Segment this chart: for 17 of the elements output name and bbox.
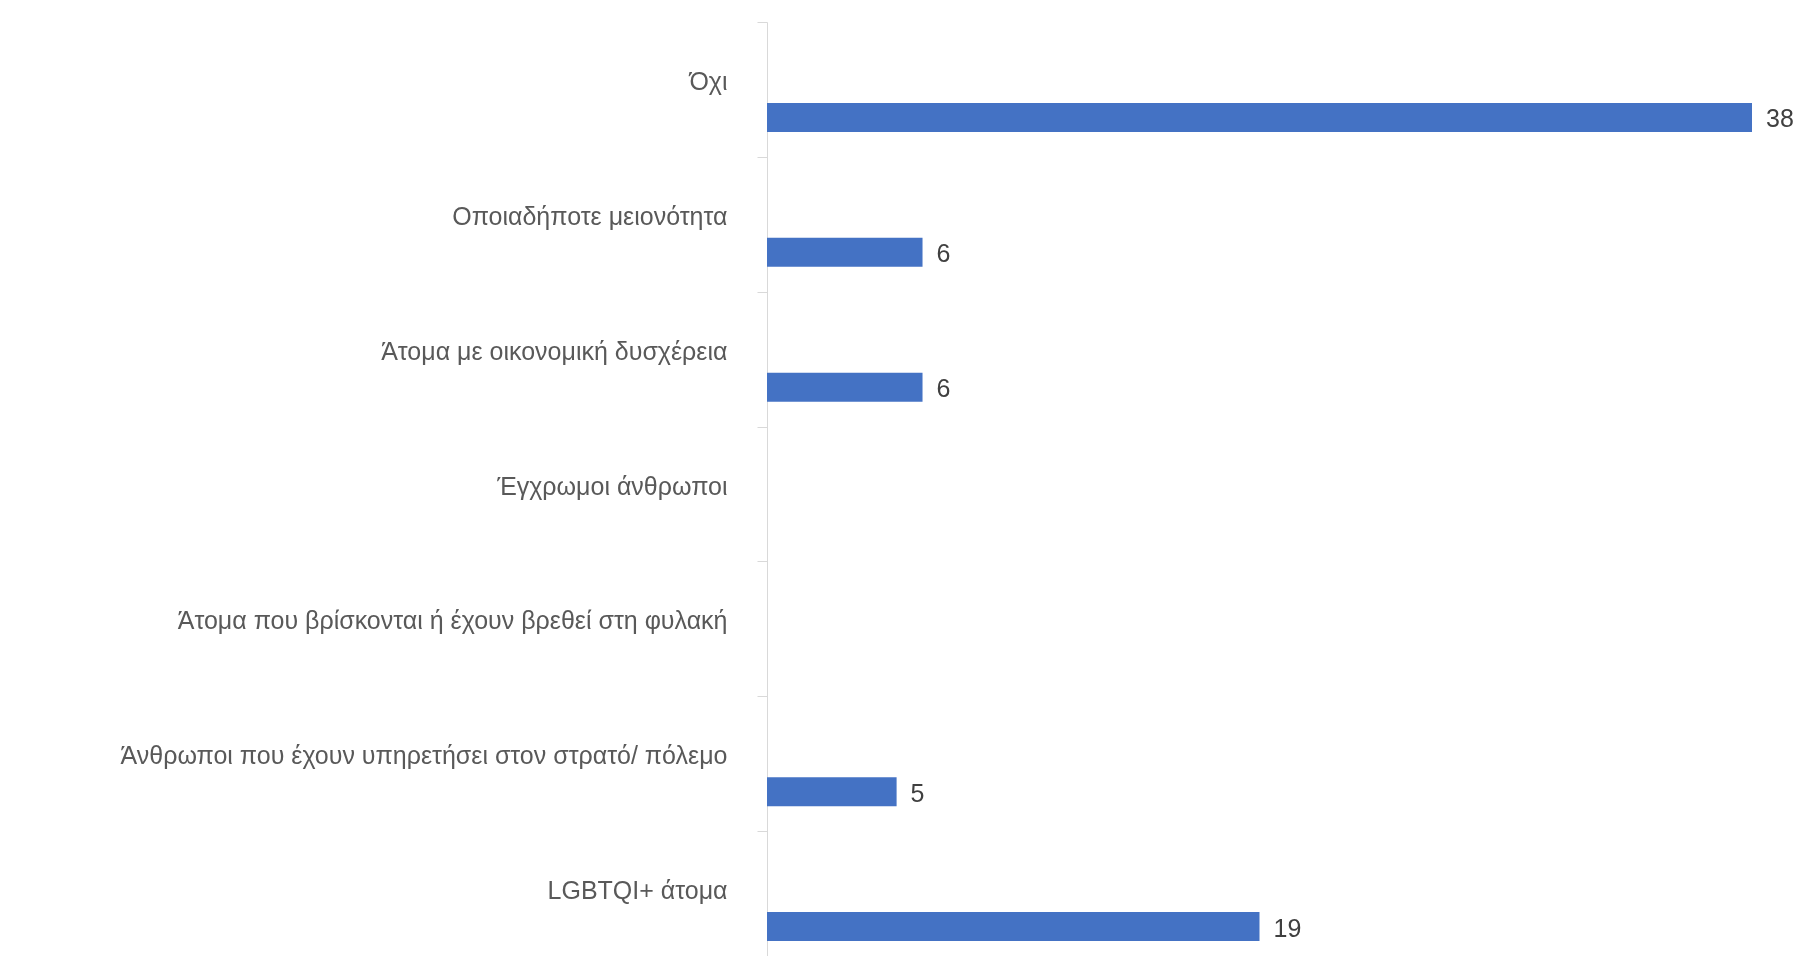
bar bbox=[767, 102, 1752, 132]
y-tick-label: Άτομα που βρίσκονται ή έχουν βρεθεί στη φυλακή bbox=[177, 606, 728, 635]
y-tick-label: Έγχρωμοι άνθρωποι bbox=[496, 471, 728, 500]
data-label: 6 bbox=[936, 374, 951, 403]
y-tick-label: Άνθρωποι που έχουν υπηρετήσει στον στρατό/ πόλεμο bbox=[120, 741, 728, 770]
y-tick-label: Άτομα με οικονομική δυσχέρεια bbox=[381, 336, 728, 365]
bar bbox=[767, 372, 923, 402]
y-tick-label: Όχι bbox=[688, 66, 728, 95]
bar bbox=[767, 912, 1260, 942]
y-tick-label: Οποιαδήποτε μειονότητα bbox=[452, 201, 728, 230]
data-label: 6 bbox=[936, 239, 951, 268]
bar bbox=[767, 777, 897, 807]
data-label: 5 bbox=[910, 778, 925, 807]
data-label: 19 bbox=[1273, 913, 1302, 942]
y-tick-label: LGBTQI+ άτομα bbox=[547, 876, 728, 905]
data-label: 38 bbox=[1766, 104, 1794, 133]
bar bbox=[767, 237, 923, 267]
